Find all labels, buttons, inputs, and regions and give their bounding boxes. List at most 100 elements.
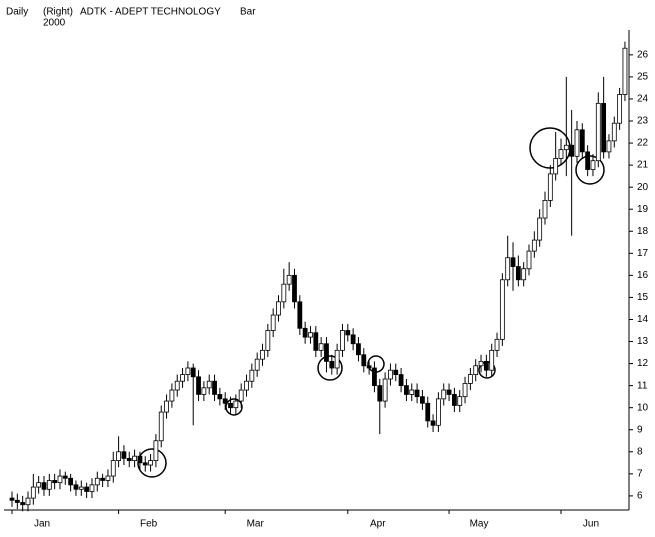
candle-body xyxy=(457,396,463,406)
candle-body xyxy=(505,257,511,281)
candle-body xyxy=(121,451,127,459)
candle-body xyxy=(297,301,303,329)
candle-body xyxy=(499,279,505,340)
x-tick-label: Mar xyxy=(247,519,265,530)
candle-body xyxy=(89,484,95,492)
candle-body xyxy=(201,387,207,395)
candle-body xyxy=(622,47,628,95)
x-tick-label: Apr xyxy=(370,519,386,530)
x-tick-label: Feb xyxy=(140,519,158,530)
candle-body xyxy=(547,173,553,201)
candle-body xyxy=(473,365,479,376)
y-tick-label: 12 xyxy=(637,358,649,369)
candle-body xyxy=(595,102,601,162)
candle-body xyxy=(451,394,457,406)
candle-body xyxy=(574,129,580,157)
candle-body xyxy=(478,360,484,367)
candle-body xyxy=(521,268,527,281)
candle-body xyxy=(388,369,393,380)
candle-body xyxy=(531,239,537,252)
y-tick-label: 13 xyxy=(637,336,649,347)
candle-body xyxy=(206,380,212,389)
candle-body xyxy=(212,380,217,395)
candle-body xyxy=(46,480,52,490)
candle-body xyxy=(446,389,452,395)
candle-body xyxy=(36,482,42,488)
candle-body xyxy=(276,301,281,316)
style-label: Bar xyxy=(240,7,256,18)
candle-body xyxy=(393,369,399,376)
candle-body xyxy=(169,389,175,402)
period-label: Daily xyxy=(6,7,28,18)
y-tick-label: 26 xyxy=(637,49,649,60)
candle-body xyxy=(340,330,345,351)
candle-body xyxy=(148,460,153,466)
y-tick-label: 22 xyxy=(637,138,649,149)
candle-body xyxy=(435,398,441,426)
y-tick-label: 18 xyxy=(637,226,649,237)
candle-body xyxy=(611,122,617,142)
candle-body xyxy=(73,484,79,490)
x-tick-label: Jun xyxy=(583,519,599,530)
candle-body xyxy=(228,402,233,409)
candle-body xyxy=(361,354,367,367)
candle-body xyxy=(345,330,351,336)
candle-body xyxy=(579,129,585,153)
candle-body xyxy=(185,367,191,376)
candle-body xyxy=(180,374,185,382)
candle-body xyxy=(217,394,223,400)
y-tick-label: 8 xyxy=(637,446,643,457)
candle-body xyxy=(292,274,297,303)
candle-body xyxy=(78,486,84,490)
candle-body xyxy=(308,332,313,338)
candle-body xyxy=(382,378,388,402)
candle-body xyxy=(553,158,559,175)
candle-body xyxy=(563,144,569,151)
candle-body xyxy=(329,360,335,369)
candle-body xyxy=(100,477,106,481)
y-tick-label: 25 xyxy=(637,72,649,83)
candle-body xyxy=(356,343,361,356)
y-tick-label: 9 xyxy=(637,424,643,435)
y-tick-label: 17 xyxy=(637,248,649,259)
candle-body xyxy=(158,411,164,442)
candle-body xyxy=(222,398,228,404)
axis-side-label: (Right) xyxy=(43,7,73,18)
candle-body xyxy=(489,349,495,371)
x-tick-label: Jan xyxy=(34,519,50,530)
candle-body xyxy=(462,383,468,398)
candle-body xyxy=(420,396,425,404)
y-tick-label: 16 xyxy=(637,270,649,281)
candle-body xyxy=(132,455,137,462)
candle-body xyxy=(57,475,63,484)
candle-body xyxy=(590,160,596,170)
candle-body xyxy=(318,343,324,351)
candle-body xyxy=(30,486,36,499)
candle-body xyxy=(494,338,500,351)
candle-body xyxy=(467,374,473,384)
candle-body xyxy=(238,389,244,402)
candle-body xyxy=(510,257,516,267)
candle-body xyxy=(94,477,100,486)
candle-body xyxy=(324,343,329,362)
candle-body xyxy=(270,314,276,331)
candle-body xyxy=(62,475,68,479)
candle-body xyxy=(606,140,612,153)
y-tick-label: 15 xyxy=(637,292,649,303)
candle-body xyxy=(601,102,607,153)
y-tick-label: 21 xyxy=(637,160,649,171)
y-tick-label: 14 xyxy=(637,314,649,325)
y-tick-label: 11 xyxy=(637,380,648,391)
y-tick-label: 23 xyxy=(637,116,649,127)
y-tick-label: 7 xyxy=(637,468,643,479)
candle-body xyxy=(174,380,180,391)
candle-body xyxy=(286,274,292,285)
candle-body xyxy=(196,376,201,395)
candle-body xyxy=(542,199,548,219)
candle-body xyxy=(366,365,372,369)
candle-body xyxy=(281,283,287,303)
candle-body xyxy=(116,451,121,462)
candle-body xyxy=(302,327,308,338)
candle-body xyxy=(398,374,404,387)
candle-body xyxy=(153,440,159,462)
